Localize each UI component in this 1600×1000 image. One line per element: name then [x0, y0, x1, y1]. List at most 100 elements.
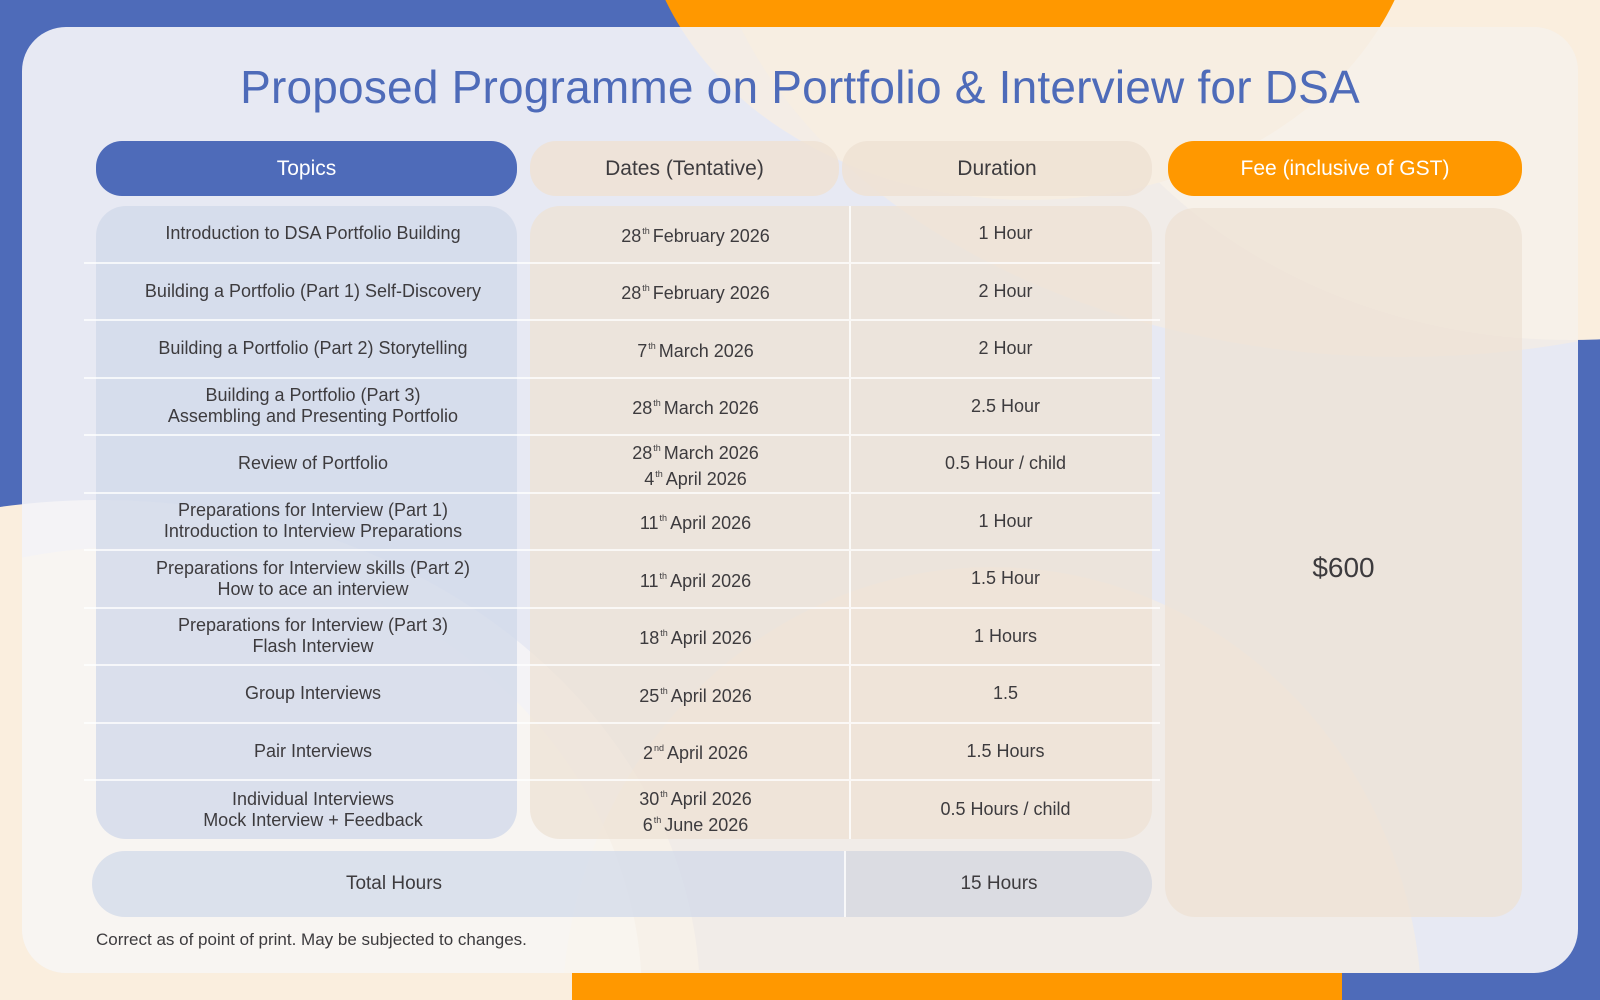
topic-line: Building a Portfolio (Part 1) Self-Disco… — [144, 280, 482, 301]
total-hours-value: 15 Hours — [844, 851, 1152, 917]
topic-cell: Preparations for Interview skills (Part … — [84, 551, 530, 607]
date-cell: 11th April 2026 — [530, 551, 851, 607]
date-day: 28 — [621, 283, 642, 304]
topic-cell: Group Interviews — [84, 666, 530, 722]
date-day: 30 — [639, 788, 660, 809]
date-line: 30th April 2026 — [639, 784, 752, 810]
date-cell: 28th March 2026 — [530, 378, 851, 434]
topic-cell: Pair Interviews — [84, 724, 530, 780]
date-day: 25 — [639, 685, 660, 706]
date-cell: 18th April 2026 — [530, 608, 851, 664]
duration-cell: 1 Hour — [978, 510, 1033, 531]
date-day: 28 — [621, 225, 642, 246]
topic-cell: Preparations for Interview (Part 3) Flash… — [84, 609, 530, 665]
header-dates: Dates (Tentative) — [530, 141, 839, 196]
date-month-year: March 2026 — [663, 398, 759, 419]
duration-cell: 2.5 Hour — [970, 395, 1041, 416]
topic-cell: Introduction to DSA Portfolio Building — [84, 206, 530, 262]
date-month-year: April 2026 — [670, 685, 752, 706]
date-line: 28th February 2026 — [621, 221, 770, 247]
topic-cell: Preparations for Interview (Part 1) Intro… — [84, 494, 530, 550]
date-month-year: April 2026 — [670, 570, 752, 591]
topic-line: Building a Portfolio (Part 2) Storytelli… — [158, 338, 468, 359]
date-ordinal-suffix: th — [660, 628, 668, 639]
total-hours-row: Total Hours 15 Hours — [92, 851, 1152, 917]
date-line: 6th June 2026 — [643, 810, 749, 836]
dates-duration-column-background — [530, 206, 1152, 839]
date-cell: 28th March 2026 4th April 2026 — [530, 436, 851, 492]
topic-cell: Building a Portfolio (Part 3) Assembling … — [84, 379, 530, 435]
date-ordinal-suffix: th — [653, 814, 662, 825]
topic-cell: Building a Portfolio (Part 2) Storytelli… — [84, 321, 530, 377]
date-line: 11th April 2026 — [640, 508, 751, 534]
date-month-year: June 2026 — [664, 814, 749, 835]
table-row: Preparations for Interview (Part 1) Intro… — [84, 493, 1160, 551]
topic-line: Assembling and Presenting Portfolio — [167, 406, 459, 427]
date-ordinal-suffix: th — [659, 570, 668, 581]
topic-line: Building a Portfolio (Part 3) — [205, 385, 421, 406]
topic-line: Group Interviews — [244, 683, 382, 704]
fee-cell: $600 — [1165, 208, 1522, 917]
date-ordinal-suffix: th — [660, 685, 668, 696]
duration-cell: 1 Hour — [978, 223, 1033, 244]
date-cell: 28th February 2026 — [530, 206, 851, 262]
date-cell: 30th April 2026 6th June 2026 — [530, 781, 851, 839]
date-line: 28th March 2026 — [632, 393, 759, 419]
date-line: 28th February 2026 — [621, 278, 770, 304]
date-cell: 28th February 2026 — [530, 263, 851, 319]
date-month-year: March 2026 — [658, 340, 754, 361]
topic-line: Mock Interview + Feedback — [203, 809, 423, 830]
table-row: Building a Portfolio (Part 3) Assembling … — [84, 378, 1160, 436]
duration-cell: 1.5 — [992, 683, 1019, 704]
page-title: Proposed Programme on Portfolio & Interv… — [240, 61, 1360, 113]
date-day: 6 — [642, 814, 653, 835]
date-line: 11th April 2026 — [640, 566, 751, 592]
duration-cell: 0.5 Hour / child — [944, 453, 1067, 474]
date-month-year: April 2026 — [670, 628, 752, 649]
topic-line: Introduction to Interview Preparations — [163, 521, 463, 542]
table-row: Building a Portfolio (Part 2) Storytelli… — [84, 321, 1160, 379]
duration-cell: 0.5 Hours / child — [940, 799, 1071, 820]
table-row: Preparations for Interview skills (Part … — [84, 551, 1160, 609]
disclaimer-note: Correct as of point of print. May be sub… — [96, 930, 527, 949]
date-ordinal-suffix: th — [648, 340, 656, 351]
table-row: Group Interviews 25th April 2026 1.5 — [84, 666, 1160, 724]
date-line: 2nd April 2026 — [643, 738, 748, 764]
date-line: 18th April 2026 — [639, 623, 752, 649]
duration-cell: 2 Hour — [978, 338, 1033, 359]
topic-line: Preparations for Interview (Part 1) — [177, 500, 449, 521]
topic-line: Review of Portfolio — [237, 453, 389, 474]
date-cell: 2nd April 2026 — [530, 723, 851, 779]
topic-cell: Review of Portfolio — [84, 436, 530, 492]
date-ordinal-suffix: th — [655, 468, 663, 479]
header-duration: Duration — [842, 141, 1152, 196]
header-fee: Fee (inclusive of GST) — [1168, 141, 1522, 196]
topic-cell: Building a Portfolio (Part 1) Self-Disco… — [84, 264, 530, 320]
table-row: Individual Interviews Mock Interview + Fe… — [84, 781, 1160, 839]
date-line: 25th April 2026 — [639, 681, 752, 707]
date-ordinal-suffix: th — [653, 398, 661, 409]
date-month-year: April 2026 — [666, 743, 749, 764]
date-day: 4 — [644, 468, 655, 489]
topic-line: Preparations for Interview (Part 3) — [177, 615, 449, 636]
duration-cell: 1 Hours — [973, 625, 1038, 646]
topic-line: Flash Interview — [252, 636, 374, 657]
topic-cell: Individual Interviews Mock Interview + Fe… — [84, 781, 530, 839]
date-month-year: April 2026 — [670, 788, 752, 809]
topic-line: Introduction to DSA Portfolio Building — [165, 223, 461, 244]
date-ordinal-suffix: th — [660, 788, 668, 799]
background-orange-shape-bottom — [572, 970, 1342, 1000]
date-line: 28th March 2026 — [632, 438, 759, 464]
duration-cell: 1.5 Hour — [970, 568, 1041, 589]
date-line: 4th April 2026 — [644, 464, 747, 490]
table-row: Pair Interviews 2nd April 2026 1.5 Hours — [84, 723, 1160, 781]
topic-line: Preparations for Interview skills (Part … — [155, 557, 471, 578]
date-day: 11 — [639, 513, 659, 534]
date-day: 7 — [637, 340, 648, 361]
schedule-table: Introduction to DSA Portfolio Building 28… — [84, 206, 1160, 839]
table-row: Building a Portfolio (Part 1) Self-Disco… — [84, 263, 1160, 321]
date-day: 28 — [632, 442, 653, 463]
date-day: 2 — [642, 743, 653, 764]
table-row: Introduction to DSA Portfolio Building 28… — [84, 206, 1160, 264]
date-month-year: March 2026 — [663, 442, 759, 463]
